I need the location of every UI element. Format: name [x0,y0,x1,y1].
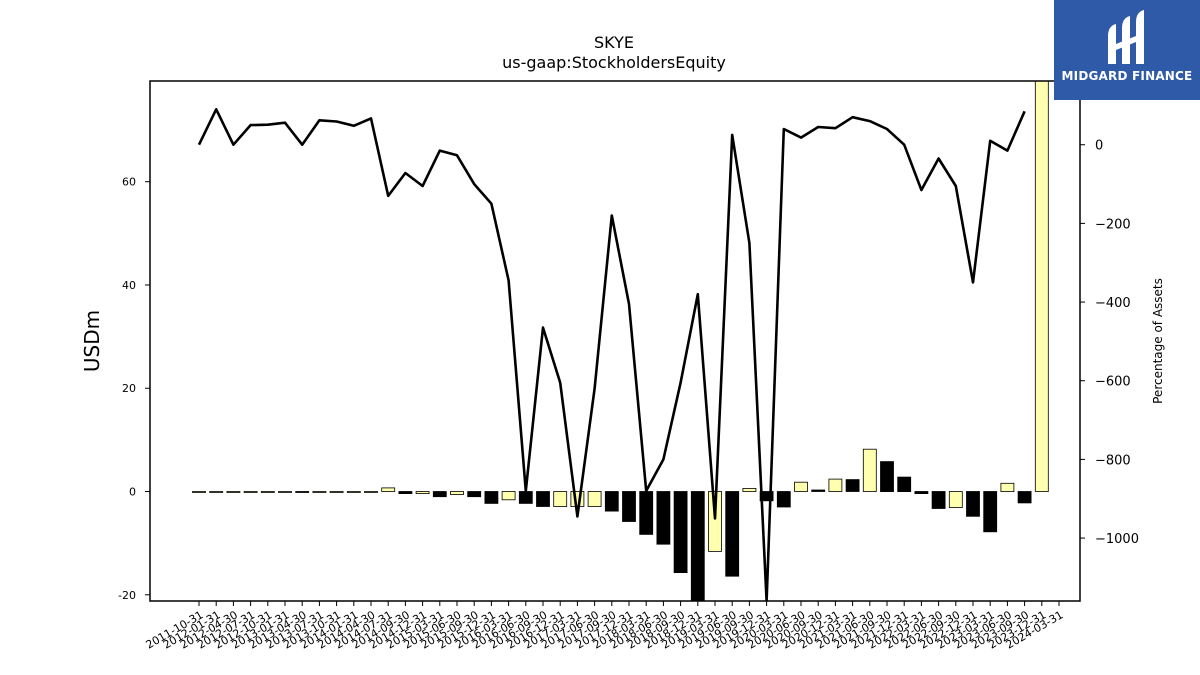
bar-2021-03-31 [845,479,860,492]
y2-tick-label: −400 [1095,296,1131,311]
bar-2018-09-30 [673,491,688,573]
y-tick-label: 60 [122,176,136,189]
y2-tick-label: 0 [1095,139,1103,154]
y-axis-label: USDm [80,310,104,372]
midgard-finance-logo: MIDGARD FINANCE [1054,0,1200,100]
logo-text: MIDGARD FINANCE [1061,69,1193,83]
bar-2020-09-30 [811,489,826,492]
bar-2018-03-31 [639,491,654,535]
bar-2017-03-31 [570,491,585,507]
bar-2023-12-31 [1034,81,1049,492]
bar-2013-01-31 [278,491,292,493]
bar-2021-06-30 [862,448,877,492]
bar-2013-07-31 [312,491,327,493]
bar-2016-06-30 [518,491,533,504]
bar-2015-12-31 [484,491,499,504]
bar-2019-12-31 [759,491,774,502]
y-tick-label: 40 [122,279,136,292]
bar-2022-09-30 [948,491,963,508]
y2-tick-label: −200 [1095,217,1131,232]
bar-2022-06-30 [931,491,946,509]
bar-2012-10-31 [260,491,275,493]
bar-2020-06-30 [794,481,808,492]
left-axis: -20 0 20 40 60 [118,176,150,602]
bars-layer [192,81,1049,601]
y2-tick-label: −1000 [1095,532,1139,547]
bar-2012-04-30 [226,491,241,493]
bar-2019-06-30 [725,491,740,577]
midgard-logo-icon [1108,10,1144,64]
chart-title: SKYE [594,33,634,52]
bar-2017-06-30 [587,491,602,507]
y2-tick-label: −600 [1095,375,1131,390]
bar-2014-04-30 [364,491,378,493]
bar-2022-03-31 [914,491,929,494]
right-axis: −1000 −800 −600 −400 −200 0 [1080,139,1139,547]
x-axis: 2011-10-312012-01-312012-04-302012-07-31… [144,601,1066,652]
plot-frame [149,80,1081,602]
bar-2014-09-30 [398,491,413,494]
y-tick-label: 0 [129,486,136,499]
chart-subtitle: us-gaap:StockholdersEquity [502,53,726,72]
line-layer [197,108,1026,601]
bar-2021-09-30 [880,461,894,493]
bar-2014-12-31 [415,491,430,494]
bar-2014-07-31 [381,487,396,492]
bar-2023-06-30 [1000,482,1015,492]
bar-2023-09-30 [1017,491,1032,504]
bar-2015-09-30 [467,491,482,498]
y2-tick-label: −800 [1095,453,1131,468]
bar-2022-12-31 [966,491,980,517]
bar-2020-03-31 [776,491,791,508]
bar-2015-03-31 [432,491,447,498]
bar-2017-09-30 [604,491,619,512]
bar-2019-09-30 [742,487,757,492]
bar-2017-12-31 [622,491,636,522]
bar-2013-10-31 [329,491,344,493]
bar-2012-01-31 [209,491,224,493]
bar-2018-06-30 [656,491,671,545]
bar-2015-06-30 [450,491,464,495]
bar-2016-12-31 [553,491,568,507]
bar-2016-09-30 [536,491,550,507]
bar-2023-03-31 [983,491,998,533]
percentage-of-assets-line [197,108,1026,601]
y2-axis-label: Percentage of Assets [1151,278,1165,404]
bar-2021-12-31 [897,476,912,493]
bar-2018-12-31 [690,491,705,601]
y-tick-label: 20 [122,382,136,395]
bar-2016-03-31 [501,491,516,501]
bar-2014-01-31 [346,491,361,493]
bar-2012-07-31 [243,491,258,493]
bar-2020-12-31 [828,478,843,492]
bar-2013-04-30 [295,491,310,493]
bar-2011-10-31 [192,491,206,493]
y-tick-label: -20 [118,589,136,602]
